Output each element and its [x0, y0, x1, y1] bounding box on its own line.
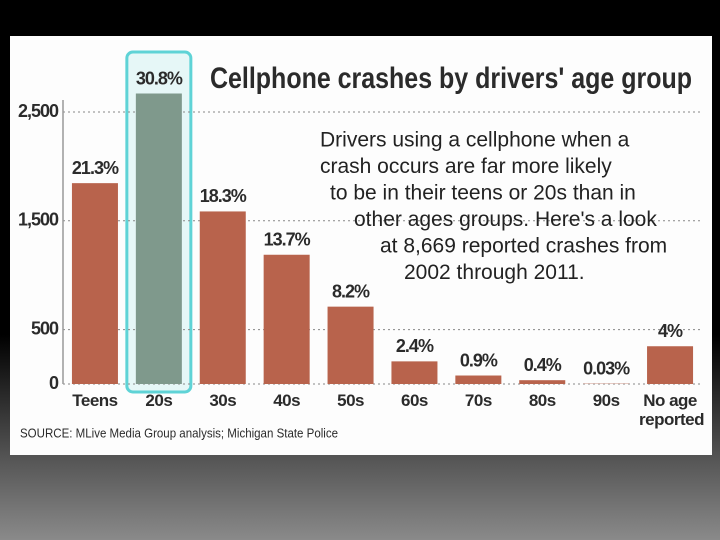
x-tick-label: Teens	[72, 391, 118, 410]
value-label: 8.2%	[332, 281, 370, 301]
value-label: 0.03%	[583, 358, 630, 378]
value-label: 2.4%	[396, 336, 434, 356]
description-line: to be in their teens or 20s than in	[330, 182, 636, 205]
bar	[519, 380, 566, 384]
value-label: 4%	[658, 321, 683, 341]
x-tick-label: 90s	[592, 391, 620, 410]
x-tick-label: 20s	[145, 391, 173, 410]
description-line: 2002 through 2011.	[404, 261, 585, 284]
bar	[263, 254, 310, 384]
chart-title: Cellphone crashes by drivers' age group	[210, 62, 692, 95]
y-tick-label: 0	[49, 373, 59, 393]
y-tick-label: 500	[31, 318, 59, 338]
x-tick-label: 60s	[401, 391, 428, 410]
value-label: 13.7%	[264, 229, 311, 249]
x-tick-label: No age reported	[639, 391, 705, 429]
value-label: 18.3%	[200, 186, 247, 206]
bar	[135, 93, 182, 384]
y-tick-label: 1,500	[18, 210, 59, 230]
description-line: Drivers using a cellphone when a	[320, 129, 630, 152]
x-tick-label: 50s	[337, 391, 364, 410]
value-label: 0.9%	[460, 350, 498, 370]
x-tick-label: 30s	[209, 391, 237, 410]
value-label: 21.3%	[72, 158, 119, 178]
value-label: 0.4%	[524, 355, 562, 375]
y-tick-label: 2,500	[18, 101, 59, 121]
description-line: other ages groups. Here's a look	[354, 208, 657, 231]
description-line: at 8,669 reported crashes from	[380, 235, 667, 258]
x-tick-label: 70s	[464, 391, 492, 410]
bar	[455, 375, 502, 384]
bar	[391, 361, 438, 384]
bar	[71, 183, 118, 384]
x-tick-label: 80s	[528, 391, 556, 410]
bar	[199, 211, 246, 384]
description-line: crash occurs are far more likely	[320, 155, 612, 178]
source: SOURCE: MLive Media Group analysis; Mich…	[20, 425, 338, 440]
bar	[647, 346, 694, 384]
bar	[327, 306, 374, 384]
value-label: 30.8%	[136, 68, 183, 88]
x-tick-label: 40s	[273, 391, 301, 410]
